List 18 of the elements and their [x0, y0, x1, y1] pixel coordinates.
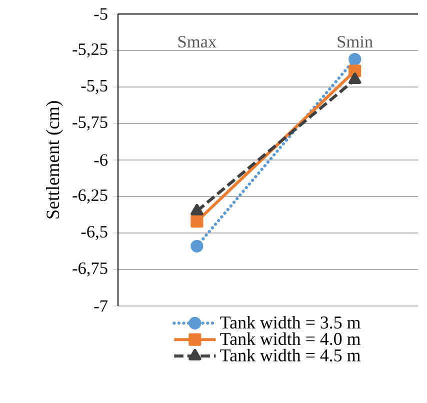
y-axis-title: Settlement (cm) — [46, 101, 63, 218]
y-tick-label: -7 — [94, 300, 108, 312]
y-tick-label: -6,5 — [81, 226, 108, 240]
point — [348, 52, 362, 66]
legend-label: Tank width = 4.5 m — [220, 348, 360, 362]
y-tick-label: -6 — [94, 154, 108, 166]
y-tick-label: -5,75 — [72, 116, 108, 130]
y-tick-label: -5 — [94, 8, 108, 20]
x-tick-label: Smax — [178, 36, 216, 48]
legend-label: Tank width = 4.0 m — [220, 332, 360, 346]
point — [190, 240, 204, 252]
x-tick-label: Smin — [338, 36, 373, 48]
y-tick-label: -6,25 — [72, 189, 108, 204]
y-tick-label: -5,5 — [81, 80, 108, 94]
y-tick-label: -6,75 — [72, 262, 108, 277]
legend-label: Tank width = 3.5 m — [220, 316, 360, 329]
point — [190, 215, 204, 228]
y-tick-label: -5,25 — [72, 43, 108, 58]
